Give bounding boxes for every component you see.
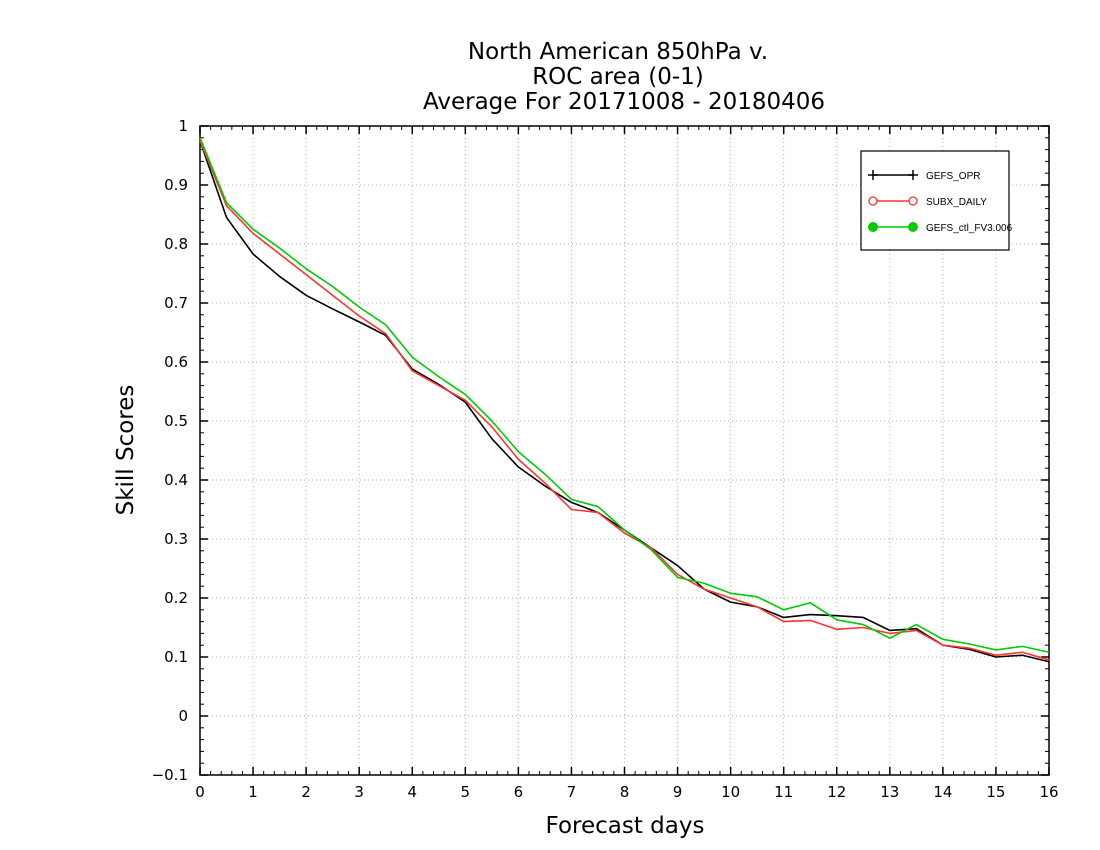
legend-label-0: GEFS_OPR [926,171,980,182]
y-tick-label-4: 0.3 [164,530,188,548]
x-tick-label-4: 4 [407,783,417,801]
y-tick-label-9: 0.8 [164,235,188,253]
legend-label-1: SUBX_DAILY [926,197,987,208]
y-tick-label-3: 0.2 [164,589,188,607]
series-line-2 [199,137,1050,654]
x-tick-label-10: 10 [721,783,740,801]
chart-title-line-2: ROC area (0-1) [532,64,704,90]
x-tick-label-15: 15 [986,783,1005,801]
x-axis-label: Forecast days [546,813,705,839]
legend-marker-1-1 [908,196,918,206]
legend-label-2: GEFS_ctl_FV3.006 [926,223,1013,234]
x-tick-label-8: 8 [620,783,630,801]
y-axis-label: Skill Scores [113,385,139,516]
x-tick-label-6: 6 [514,783,524,801]
data-series [199,137,1050,663]
series-line-1 [199,140,1050,661]
x-tick-label-11: 11 [774,783,793,801]
chart-title-line-3: Average For 20171008 - 20180406 [423,89,825,115]
y-tick-label-8: 0.7 [164,294,188,312]
x-tick-label-14: 14 [933,783,952,801]
chart-title: North American 850hPa v. ROC area (0-1) … [423,39,825,115]
x-tick-label-12: 12 [827,783,846,801]
y-tick-label-1: 0 [178,707,188,725]
legend-marker-2-1 [908,222,918,232]
x-tick-label-7: 7 [567,783,577,801]
x-tick-label-1: 1 [248,783,258,801]
y-tick-label-11: 1 [178,117,188,135]
x-tick-label-9: 9 [673,783,683,801]
x-tick-label-13: 13 [880,783,899,801]
legend: GEFS_OPR SUBX_DAILY GEFS_ctl_FV3.006 [860,150,1013,251]
x-tick-label-5: 5 [461,783,471,801]
y-tick-label-10: 0.9 [164,176,188,194]
x-tick-label-2: 2 [301,783,311,801]
y-tick-label-5: 0.4 [164,471,188,489]
x-tick-label-16: 16 [1039,783,1058,801]
y-axis-ticks: −0.1 0 0.1 0.2 0.3 0.4 0.5 0.6 0.7 0.8 0.9 1 [152,117,1049,784]
x-tick-label-3: 3 [354,783,364,801]
legend-marker-1-0 [868,196,878,206]
x-tick-label-0: 0 [195,783,205,801]
x-axis-ticks: 0 1 2 3 4 5 6 7 8 9 10 11 12 13 14 15 16 [195,126,1059,801]
y-tick-label-6: 0.5 [164,412,188,430]
grid-lines [200,126,1049,775]
y-tick-label-7: 0.6 [164,353,188,371]
chart-title-line-1: North American 850hPa v. [468,39,768,65]
y-tick-label-0: −0.1 [152,766,188,784]
legend-marker-2-0 [868,222,878,232]
y-tick-label-2: 0.1 [164,648,188,666]
